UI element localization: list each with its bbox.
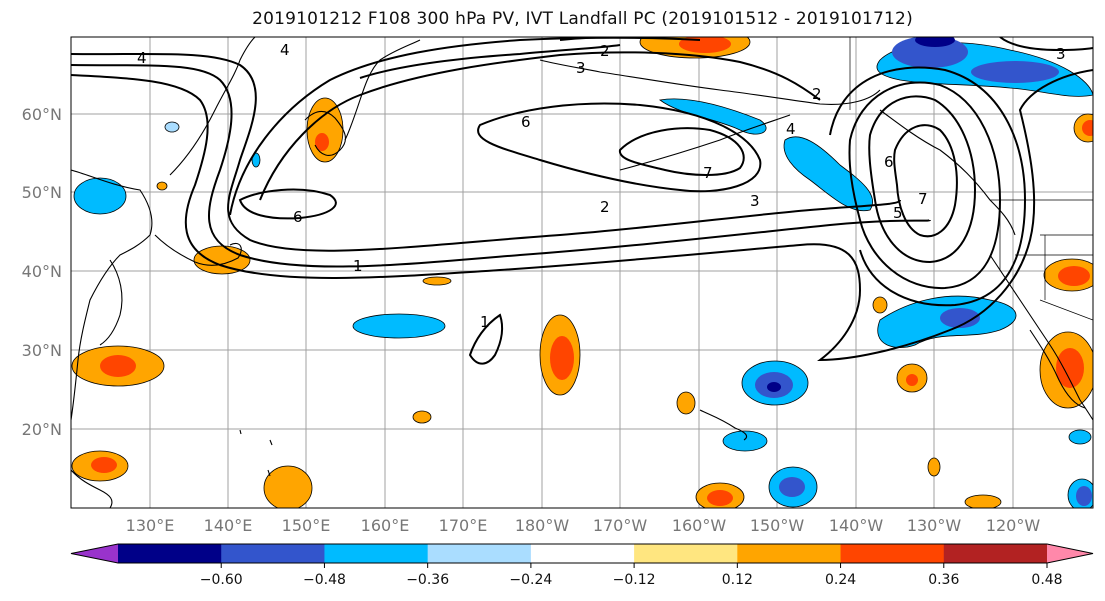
colorbar-segment bbox=[737, 544, 842, 563]
colorbar-tick-label: −0.48 bbox=[303, 572, 346, 588]
contour-label: 6 bbox=[884, 153, 894, 171]
plot-frame bbox=[70, 36, 1094, 509]
lon-label: 180°W bbox=[515, 516, 570, 535]
lon-label: 150°E bbox=[282, 516, 331, 535]
contour-labels: 4 4 2 3 2 6 7 4 6 7 5 6 2 3 1 1 3 bbox=[137, 41, 1066, 331]
coastlines bbox=[71, 37, 1093, 508]
boundaries bbox=[849, 37, 1093, 321]
lon-label: 170°E bbox=[439, 516, 488, 535]
colorbar-tick-label: 0.36 bbox=[928, 572, 959, 588]
contour-label: 2 bbox=[600, 42, 610, 60]
colorbar-segment bbox=[324, 544, 429, 563]
colorbar-tick-label: −0.36 bbox=[406, 572, 449, 588]
lon-label: 130°W bbox=[907, 516, 962, 535]
contour-label: 2 bbox=[600, 198, 610, 216]
colorbar-segment bbox=[530, 544, 635, 563]
contour-label: 4 bbox=[280, 41, 290, 59]
colorbar-segment bbox=[118, 544, 222, 563]
map-title: 2019101212 F108 300 hPa PV, IVT Landfall… bbox=[252, 9, 913, 29]
lon-label: 120°W bbox=[986, 516, 1041, 535]
colorbar-outline bbox=[70, 543, 1094, 564]
colorbar-tick-label: −0.60 bbox=[200, 572, 243, 588]
colorbar-segment bbox=[634, 544, 738, 563]
colorbar-tick-label: −0.24 bbox=[509, 572, 552, 588]
lon-label: 160°W bbox=[672, 516, 727, 535]
contour-label: 6 bbox=[293, 208, 303, 226]
colorbar-tick-label: 0.12 bbox=[722, 572, 753, 588]
lon-label: 140°E bbox=[204, 516, 253, 535]
colorbar-tick-label: 0.48 bbox=[1031, 572, 1062, 588]
contour-label: 2 bbox=[812, 85, 822, 103]
contour-label: 1 bbox=[480, 313, 490, 331]
contour-label: 5 bbox=[893, 204, 903, 222]
contour-label: 3 bbox=[576, 59, 586, 77]
contour-label: 4 bbox=[786, 120, 796, 138]
lon-label: 160°E bbox=[361, 516, 410, 535]
colorbar-segment bbox=[221, 544, 325, 563]
colorbar-tick-label: −0.12 bbox=[613, 572, 656, 588]
contour-label: 7 bbox=[703, 164, 713, 182]
ivt-contours bbox=[71, 37, 1093, 365]
colorbar-segment bbox=[840, 544, 945, 563]
contour-label: 7 bbox=[918, 190, 928, 208]
lat-label: 30°N bbox=[22, 341, 62, 360]
contour-label: 3 bbox=[750, 192, 760, 210]
contour-label: 3 bbox=[1056, 45, 1066, 63]
colorbar-extend-high bbox=[1047, 544, 1093, 563]
colorbar-segment bbox=[943, 544, 1048, 563]
lat-label: 60°N bbox=[22, 105, 62, 124]
lat-label: 50°N bbox=[22, 183, 62, 202]
lat-label: 20°N bbox=[22, 420, 62, 439]
contour-label: 4 bbox=[137, 49, 147, 67]
lon-label: 150°W bbox=[750, 516, 805, 535]
colorbar-tick-label: 0.24 bbox=[825, 572, 856, 588]
contour-label: 1 bbox=[353, 257, 363, 275]
colorbar-extend-low bbox=[71, 544, 118, 563]
colorbar-segment bbox=[427, 544, 532, 563]
lat-label: 40°N bbox=[22, 262, 62, 281]
lon-label: 130°E bbox=[126, 516, 175, 535]
lon-label: 170°W bbox=[593, 516, 648, 535]
colorbar: −0.60 −0.48 −0.36 −0.24 −0.12 0.12 0.24 0.36 0.4… bbox=[70, 543, 1094, 588]
lon-labels: 130°E 140°E 150°E 160°E 170°E 180°W 170°… bbox=[126, 516, 1041, 535]
contour-label: 6 bbox=[521, 113, 531, 131]
lat-labels: 60°N 50°N 40°N 30°N 20°N bbox=[22, 105, 62, 439]
lon-label: 140°W bbox=[829, 516, 884, 535]
